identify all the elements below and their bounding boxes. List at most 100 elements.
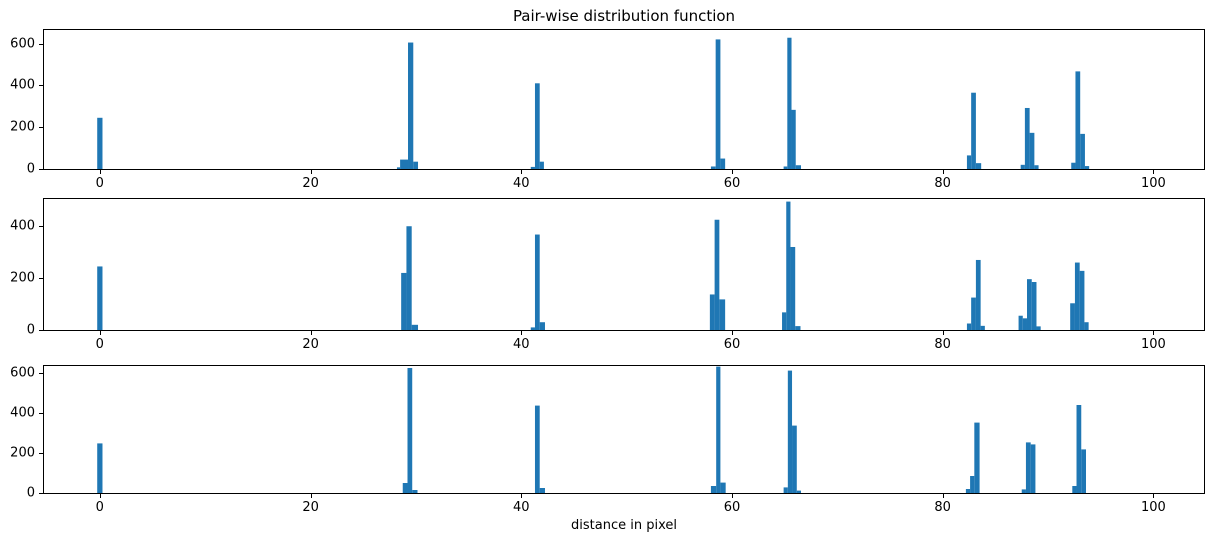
x-tick-label: 100 [1140,337,1166,352]
histogram-bar [710,486,717,493]
histogram-bar [396,167,401,169]
x-tick-label: 40 [513,500,530,515]
histogram-bar [786,201,791,330]
x-tick-label: 80 [934,337,951,352]
y-tick-mark [39,85,43,87]
histogram-bar [97,443,103,493]
x-tick-label: 20 [302,337,319,352]
histogram-bar [980,325,985,330]
x-tick-mark [942,331,944,335]
histogram-bar [1034,165,1039,169]
y-tick-mark [39,373,43,374]
x-tick-label: 40 [513,176,530,191]
x-tick-label: 60 [723,337,741,352]
y-tick-mark [39,413,43,414]
histogram-bar [1024,107,1030,169]
histogram-bar [719,299,726,330]
y-tick-label: 200 [10,270,35,286]
histogram-bar [402,483,408,493]
histogram-bar [400,159,409,169]
x-tick-label: 20 [302,500,319,515]
histogram-bar [720,158,726,169]
y-tick-mark [39,169,43,170]
y-tick-mark [39,330,43,331]
x-tick-mark [521,331,523,335]
y-tick-mark [39,226,43,228]
histogram-bar [97,266,103,330]
x-tick-mark [99,494,101,498]
histogram-bar [720,482,726,493]
y-tick-label: 400 [10,77,35,93]
histogram-bar [795,326,801,330]
y-tick-label: 0 [26,485,35,501]
x-tick-mark [310,170,312,174]
histogram-bar [1074,262,1080,330]
y-tick-label: 400 [10,405,35,421]
y-tick-mark [39,127,43,129]
histogram-bar [795,165,801,169]
histogram-bar [1031,282,1037,330]
histogram-bar [716,366,721,493]
histogram-bar [1081,449,1086,493]
histogram-bar [714,219,720,330]
x-tick-label: 80 [934,176,951,191]
histogram-bar [975,259,981,330]
histogram-bar [1020,164,1025,169]
histogram-bar [783,487,788,493]
x-tick-label: 0 [95,176,104,191]
subplot-middle-bars [97,201,1089,330]
histogram-bar [412,490,418,493]
histogram-bar [1036,326,1041,330]
x-tick-label: 80 [934,500,951,515]
x-tick-mark [942,494,944,498]
x-tick-mark [732,331,733,335]
x-tick-mark [732,494,733,498]
y-tick-mark [39,278,43,280]
histogram-bar [1027,279,1032,330]
x-tick-label: 20 [302,176,319,191]
histogram-bar [1084,166,1090,169]
x-tick-mark [310,331,312,335]
histogram-bar [787,37,792,169]
x-tick-label: 0 [95,337,104,352]
histogram-bar [970,476,975,493]
histogram-bar [407,368,413,493]
y-tick-label: 0 [26,322,35,338]
x-tick-label: 40 [513,337,530,352]
histogram-bar [406,226,412,330]
x-tick-mark [1153,331,1155,335]
subplot-top-bars [97,37,1090,169]
histogram-bar [534,405,540,493]
subplot-top-axes: 0 20 40 60 80 100 0 200 400 600 [10,29,1205,191]
y-tick-label: 600 [10,36,35,52]
x-tick-mark [732,170,733,174]
histogram-bar [796,490,801,493]
x-tick-label: 100 [1140,500,1166,515]
histogram-bar [971,92,976,169]
histogram-bar [1021,489,1026,493]
histogram-bar [534,234,540,330]
chart-title: Pair-wise distribution function [512,7,736,25]
histogram-bar [530,327,535,330]
x-tick-mark [1153,170,1155,174]
histogram-bar [709,294,715,330]
y-tick-label: 200 [10,119,35,135]
x-tick-mark [99,331,101,335]
x-tick-label: 100 [1140,176,1166,191]
y-tick-mark [39,43,43,45]
histogram-bar [966,155,972,169]
y-tick-mark [39,453,43,454]
histogram-bar [974,422,980,493]
histogram-bar [530,166,535,169]
x-tick-label: 0 [95,500,104,515]
histogram-bar [411,324,419,330]
histogram-bar [965,489,971,493]
histogram-bar [790,246,796,330]
x-tick-mark [99,170,101,174]
histogram-bar [966,323,972,330]
y-tick-label: 600 [10,365,35,381]
x-tick-label: 60 [723,176,741,191]
y-tick-label: 0 [26,161,35,177]
subplot-bottom-axes: 0 20 40 60 80 100 0 200 400 600 [10,365,1205,515]
